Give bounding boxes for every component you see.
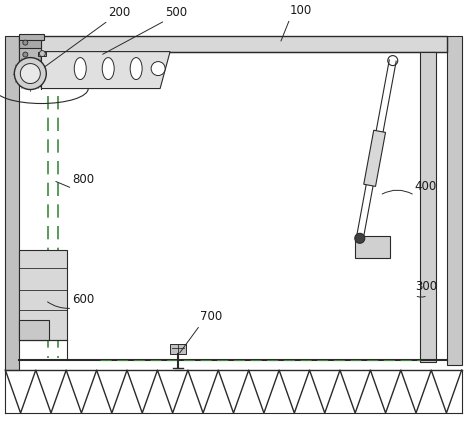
Text: 800: 800 xyxy=(72,173,95,186)
Polygon shape xyxy=(364,130,385,187)
Text: 500: 500 xyxy=(165,6,187,18)
Bar xyxy=(20,250,67,340)
Text: 200: 200 xyxy=(108,6,130,18)
Bar xyxy=(6,36,20,370)
Circle shape xyxy=(14,57,46,90)
Bar xyxy=(22,36,446,51)
Ellipse shape xyxy=(74,57,86,79)
Text: 600: 600 xyxy=(72,293,95,306)
Ellipse shape xyxy=(130,57,142,79)
Text: 400: 400 xyxy=(415,180,437,193)
Circle shape xyxy=(23,52,28,57)
Bar xyxy=(20,36,41,85)
Circle shape xyxy=(21,63,40,84)
Bar xyxy=(170,344,186,354)
Circle shape xyxy=(39,51,45,57)
Circle shape xyxy=(151,62,165,76)
Ellipse shape xyxy=(102,57,114,79)
Text: 300: 300 xyxy=(415,280,437,293)
Bar xyxy=(355,236,390,258)
Bar xyxy=(420,51,436,362)
Circle shape xyxy=(355,233,365,243)
Bar xyxy=(38,51,46,56)
Bar xyxy=(20,36,41,48)
Polygon shape xyxy=(41,51,170,88)
Text: 700: 700 xyxy=(200,310,222,323)
Text: 100: 100 xyxy=(290,4,312,17)
Bar xyxy=(446,36,462,365)
Circle shape xyxy=(23,40,28,45)
Circle shape xyxy=(388,56,398,66)
Bar xyxy=(20,320,49,340)
Bar xyxy=(20,33,44,39)
